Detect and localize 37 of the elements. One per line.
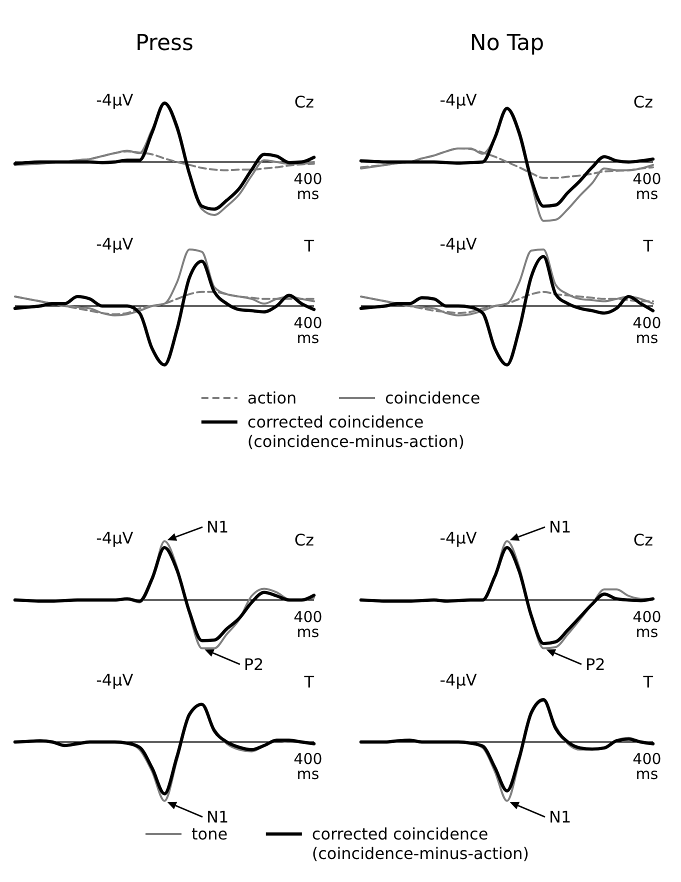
annotation: -4µV [96, 90, 134, 110]
chart-subtitle: Cz [294, 92, 314, 112]
text: P2 [586, 654, 606, 674]
chart-title: No Tap [470, 31, 544, 56]
chart-subtitle: Cz [294, 530, 314, 550]
annotation: 400 ms [632, 170, 662, 203]
annotation: -4µV [440, 528, 477, 548]
legend-label: corrected coincidence (coincidence-minus-action) [312, 824, 530, 863]
chart-subtitle: Cz [633, 92, 653, 112]
legend-label: corrected coincidence (coincidence-minus-action) [247, 412, 465, 451]
annotation: 400 ms [632, 314, 662, 347]
chart-subtitle: T [303, 236, 314, 256]
annotation: -4µV [96, 234, 134, 254]
legend-label: tone [192, 824, 228, 844]
chart-subtitle: T [303, 672, 314, 692]
legend-label: coincidence [385, 388, 480, 408]
chart-subtitle: Cz [633, 530, 653, 550]
text: P2 [244, 654, 264, 674]
annotation: -4µV [96, 528, 134, 548]
annotation: 400 ms [294, 170, 322, 203]
chart-subtitle: T [642, 236, 654, 256]
annotation: 400 ms [632, 608, 662, 641]
annotation: 400 ms [294, 314, 322, 347]
text: -4µV [96, 670, 134, 690]
text: -4µV [440, 670, 477, 690]
legend-label: action [247, 388, 297, 408]
annotation: 400 ms [294, 750, 322, 783]
annotation: 400 ms [632, 750, 662, 783]
text: N1 [549, 808, 572, 826]
chart-subtitle: T [642, 672, 654, 692]
text: N1 [206, 808, 229, 826]
text: N1 [206, 518, 229, 537]
chart-title: Press [136, 31, 194, 56]
annotation: -4µV [440, 234, 477, 254]
annotation: 400 ms [294, 608, 322, 641]
text: N1 [549, 518, 572, 537]
annotation: -4µV [440, 90, 477, 110]
